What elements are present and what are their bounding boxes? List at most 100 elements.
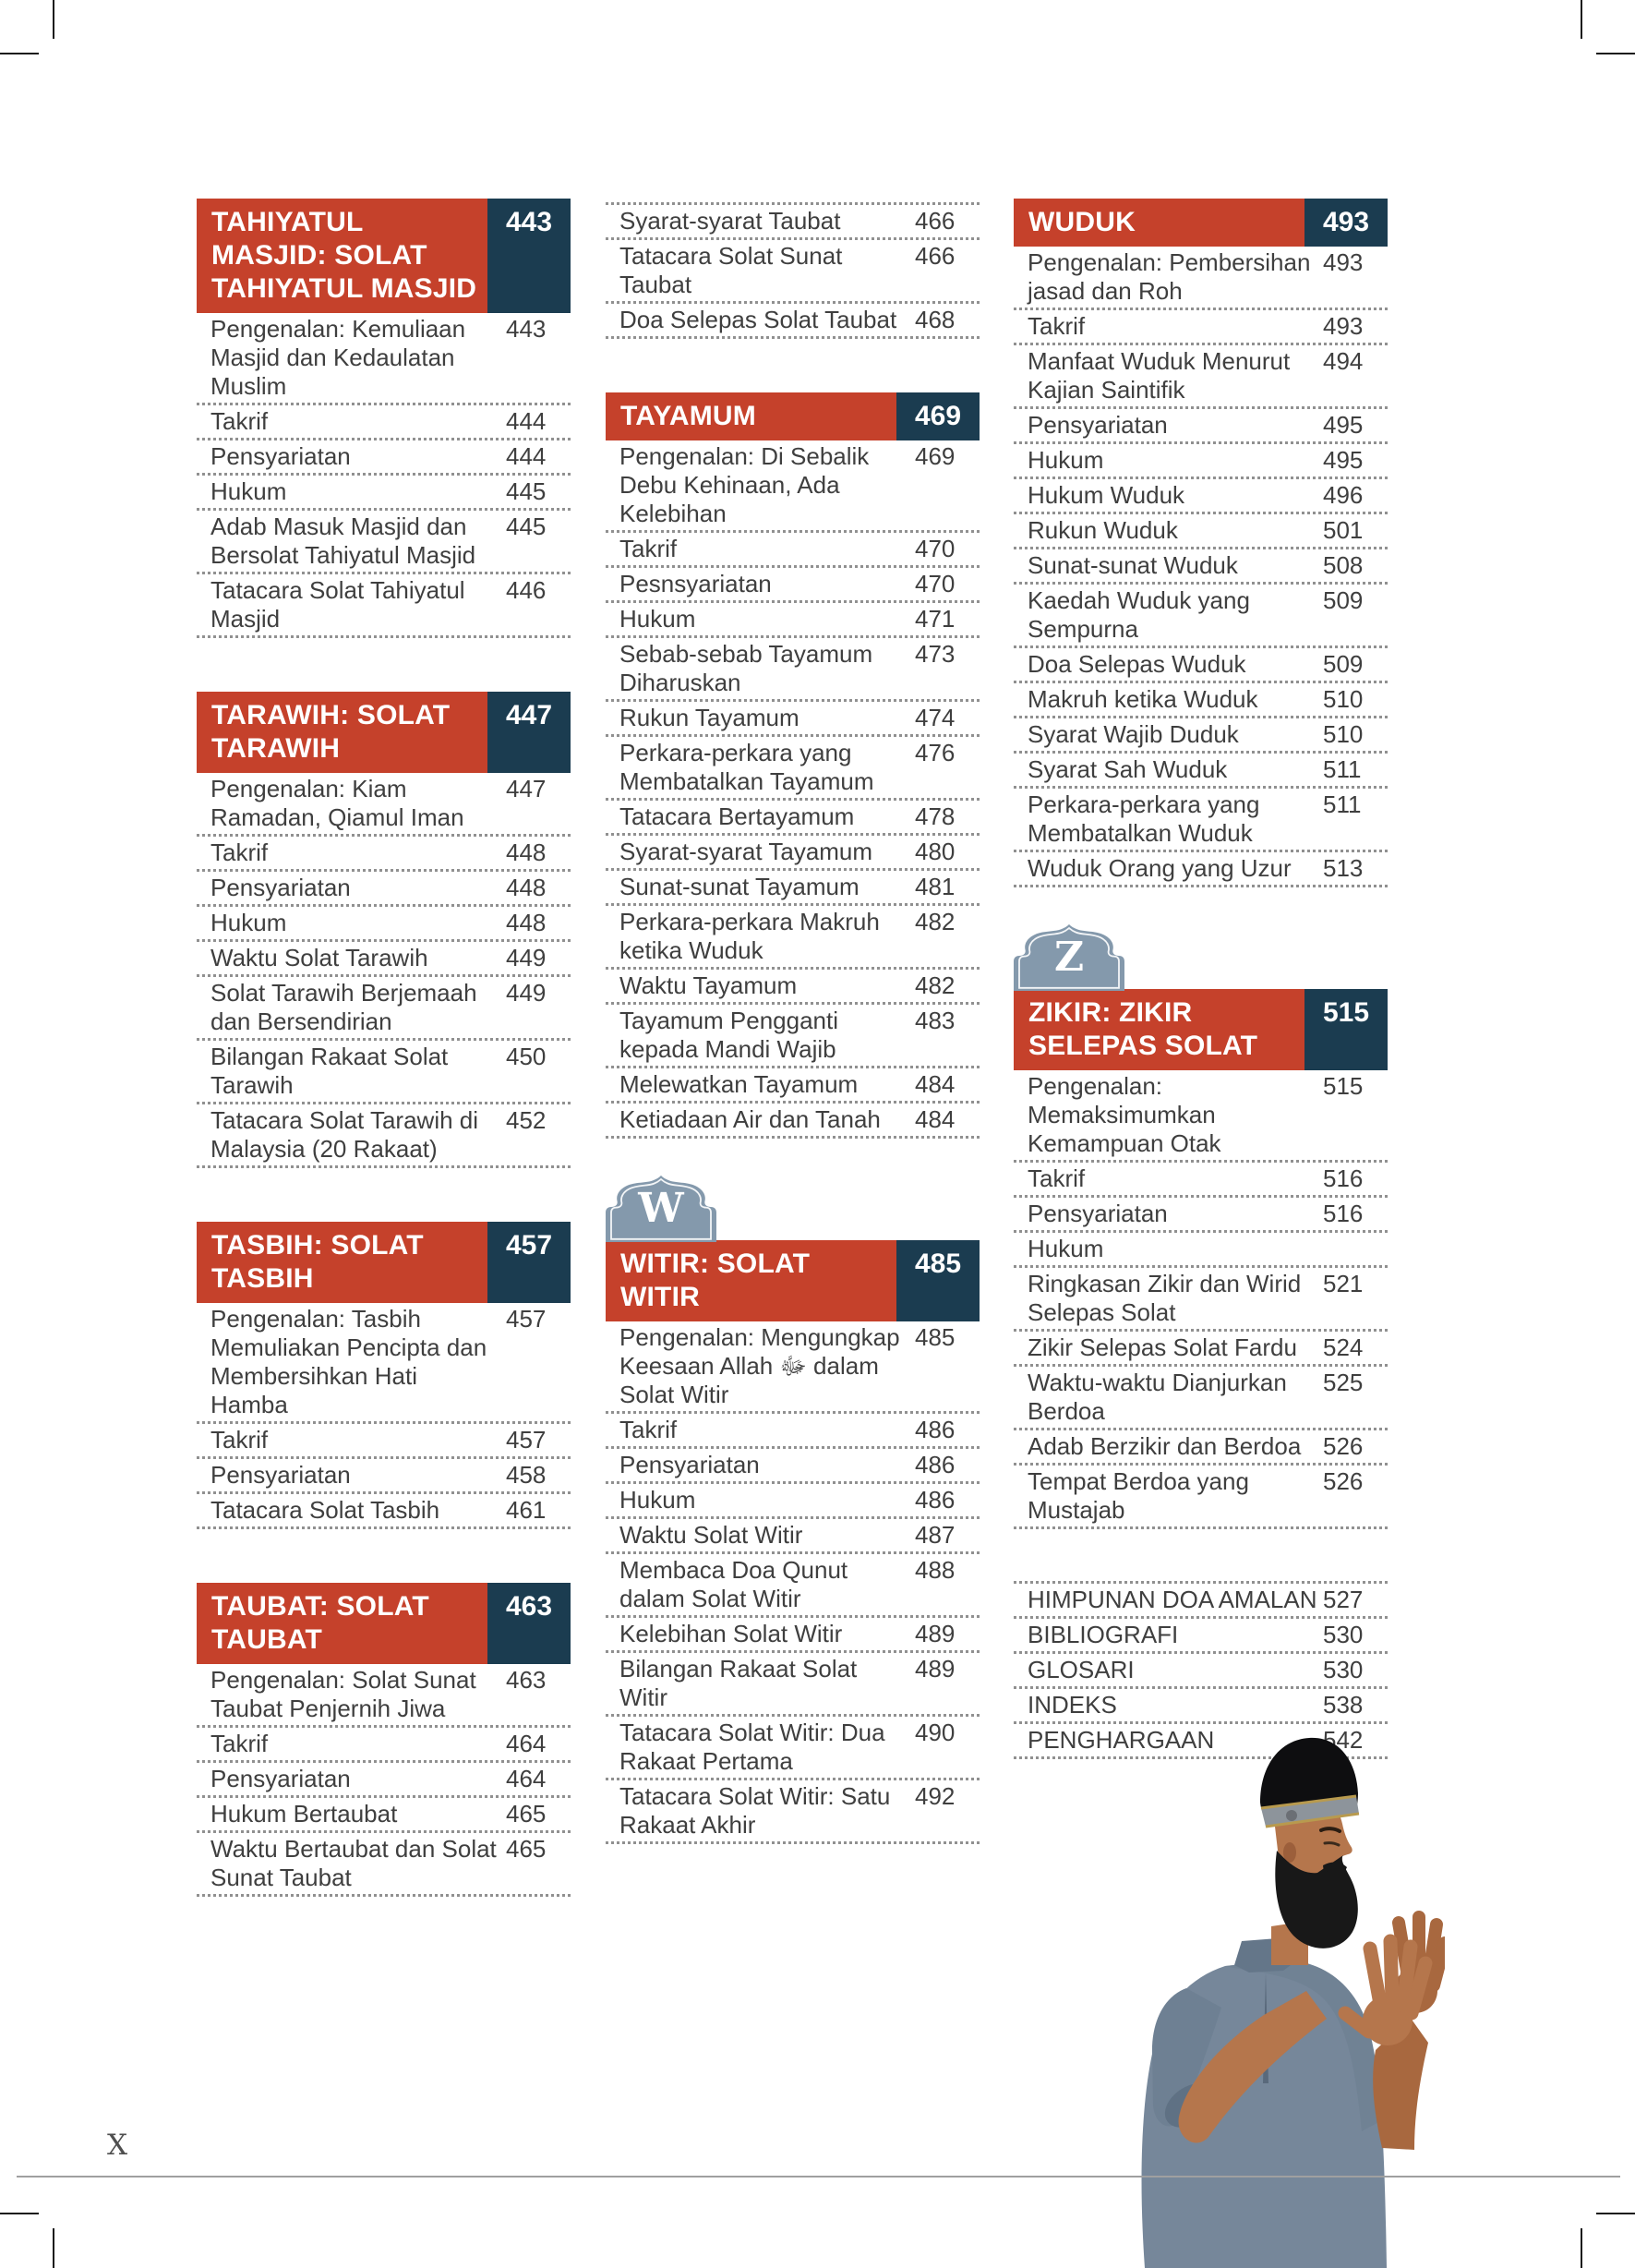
toc-section: TAUBAT: SOLAT TAUBAT 463 Pengenalan: Solat… — [197, 1583, 571, 1897]
toc-entry: Tatacara Solat Witir: Satu Rakaat Akhir 4… — [606, 1780, 980, 1844]
entry-title: Sunat-sunat Wuduk — [1028, 551, 1238, 579]
entry-page-number: 444 — [506, 407, 547, 435]
entry-title: Hukum — [1028, 1235, 1104, 1262]
entry-page-number: 526 — [1323, 1467, 1364, 1495]
toc-entry: Pensyariatan 464 — [197, 1763, 571, 1798]
toc-entry: HIMPUNAN DOA AMALAN 527 — [1014, 1584, 1388, 1619]
entry-page-number: 466 — [915, 242, 956, 270]
toc-entry: Pensyariatan 516 — [1014, 1198, 1388, 1233]
entry-page-number: 481 — [915, 873, 956, 900]
entry-title: Pengenalan: Pembersihan jasad dan Roh — [1028, 248, 1311, 305]
toc-entry: Waktu Solat Tarawih 449 — [197, 942, 571, 977]
entry-page-number: 492 — [915, 1782, 956, 1810]
entry-title: Manfaat Wuduk Menurut Kajian Saintifik — [1028, 347, 1291, 404]
toc-entry: Rukun Tayamum 474 — [606, 702, 980, 737]
entry-page-number: 448 — [506, 909, 547, 936]
entry-page-number: 465 — [506, 1800, 547, 1828]
toc-entry: Kelebihan Solat Witir 489 — [606, 1618, 980, 1653]
entry-page-number: 509 — [1323, 650, 1364, 678]
entry-page-number: 470 — [915, 535, 956, 562]
toc-entry: Takrif 516 — [1014, 1163, 1388, 1198]
entry-page-number: 489 — [915, 1620, 956, 1647]
entry-page-number: 466 — [915, 207, 956, 235]
toc-entry: Takrif 448 — [197, 837, 571, 872]
section-page-number: 457 — [487, 1222, 571, 1303]
toc-entry: Pengenalan: Solat Sunat Taubat Penjernih… — [197, 1664, 571, 1728]
entry-title: Waktu Bertaubat dan Solat Sunat Taubat — [210, 1835, 497, 1891]
toc-entry: Bilangan Rakaat Solat Witir 489 — [606, 1653, 980, 1717]
entry-page-number: 525 — [1323, 1369, 1364, 1396]
entry-page-number: 443 — [506, 315, 547, 343]
entry-title: Pesnsyariatan — [619, 570, 772, 597]
section-page-number: 447 — [487, 692, 571, 773]
entry-title: Sunat-sunat Tayamum — [619, 873, 860, 900]
toc-entry: Perkara-perkara yang Membatalkan Tayamum… — [606, 737, 980, 801]
section-header: TAYAMUM 469 — [606, 392, 980, 440]
entry-page-number: 530 — [1323, 1656, 1364, 1683]
crop-mark-top-left-v — [53, 0, 54, 39]
toc-entry-list: Pengenalan: Memaksimumkan Kemampuan Otak… — [1014, 1070, 1388, 1529]
section-page-number: 463 — [487, 1583, 571, 1664]
entry-page-number: 488 — [915, 1556, 956, 1584]
toc-entry: Adab Berzikir dan Berdoa 526 — [1014, 1430, 1388, 1466]
toc-entry: Makruh ketika Wuduk 510 — [1014, 683, 1388, 718]
entry-title: HIMPUNAN DOA AMALAN — [1028, 1586, 1317, 1613]
toc-entry: Tatacara Solat Witir: Dua Rakaat Pertama… — [606, 1717, 980, 1780]
toc-entry: Kaedah Wuduk yang Sempurna 509 — [1014, 585, 1388, 648]
entry-title: Membaca Doa Qunut dalam Solat Witir — [619, 1556, 848, 1612]
entry-title: Rukun Tayamum — [619, 704, 799, 731]
badge-letter: W — [638, 1185, 684, 1232]
section-header: TARAWIH: SOLAT TARAWIH 447 — [197, 692, 571, 773]
entry-title: Waktu Solat Witir — [619, 1521, 803, 1549]
toc-entry: Pengenalan: Pembersihan jasad dan Roh 493 — [1014, 247, 1388, 310]
toc-entry: Takrif 486 — [606, 1414, 980, 1449]
entry-page-number: 478 — [915, 802, 956, 830]
toc-section: WUDUK 493 Pengenalan: Pembersihan jasad da… — [1014, 199, 1388, 887]
toc-entry: Waktu Bertaubat dan Solat Sunat Taubat 46… — [197, 1833, 571, 1897]
toc-entry: INDEKS 538 — [1014, 1689, 1388, 1724]
entry-title: Tayamum Pengganti kepada Mandi Wajib — [619, 1007, 839, 1063]
toc-entry: Hukum 471 — [606, 603, 980, 638]
toc-entry: Pensyariatan 486 — [606, 1449, 980, 1484]
toc-entry: Sunat-sunat Wuduk 508 — [1014, 549, 1388, 585]
entry-title: Syarat Sah Wuduk — [1028, 755, 1228, 783]
toc-section: HIMPUNAN DOA AMALAN 527 BIBLIOGRAFI 530 GLOS… — [1014, 1581, 1388, 1759]
entry-title: Pensyariatan — [619, 1451, 760, 1478]
toc-entry: Pensyariatan 448 — [197, 872, 571, 907]
crop-mark-top-right-h — [1596, 53, 1635, 54]
entry-title: Hukum — [210, 477, 287, 505]
toc-entry: Pensyariatan 495 — [1014, 409, 1388, 444]
entry-title: Adab Berzikir dan Berdoa — [1028, 1432, 1302, 1460]
toc-entry-list: Pengenalan: Tasbih Memuliakan Pencipta d… — [197, 1303, 571, 1529]
entry-title: Takrif — [210, 407, 269, 435]
entry-page-number: 471 — [915, 605, 956, 633]
entry-page-number: 457 — [506, 1305, 547, 1333]
toc-entry: Tatacara Bertayamum 478 — [606, 801, 980, 836]
entry-page-number: 448 — [506, 838, 547, 866]
toc-entry: Tatacara Solat Tasbih 461 — [197, 1494, 571, 1529]
toc-entry: Melewatkan Tayamum 484 — [606, 1068, 980, 1104]
entry-title: PENGHARGAAN — [1028, 1726, 1215, 1754]
toc-entry: Hukum 495 — [1014, 444, 1388, 479]
entry-title: Syarat-syarat Tayamum — [619, 838, 873, 865]
section-header: TAUBAT: SOLAT TAUBAT 463 — [197, 1583, 571, 1664]
toc-section: Z ZIKIR: ZIKIR SELEPAS SOLAT 515 Pengenalan… — [1014, 924, 1388, 1529]
toc-entry: BIBLIOGRAFI 530 — [1014, 1619, 1388, 1654]
toc-entry: Takrif 493 — [1014, 310, 1388, 345]
toc-entry: Hukum 486 — [606, 1484, 980, 1519]
entry-page-number: 464 — [506, 1730, 547, 1757]
toc-entry: Takrif 457 — [197, 1424, 571, 1459]
entry-title: Bilangan Rakaat Solat Tarawih — [210, 1043, 449, 1099]
section-page-number: 485 — [896, 1240, 980, 1321]
entry-page-number: 484 — [915, 1105, 956, 1133]
toc-entry: Hukum 445 — [197, 476, 571, 511]
toc-entry: Membaca Doa Qunut dalam Solat Witir 488 — [606, 1554, 980, 1618]
entry-title: Hukum Wuduk — [1028, 481, 1185, 509]
entry-page-number: 461 — [506, 1496, 547, 1524]
crop-mark-top-left-h — [0, 53, 39, 54]
entry-title: Syarat Wajib Duduk — [1028, 720, 1239, 748]
toc-entry: Doa Selepas Solat Taubat 468 — [606, 304, 980, 339]
toc-entry: Pensyariatan 444 — [197, 440, 571, 476]
entry-page-number: 487 — [915, 1521, 956, 1549]
entry-title: Zikir Selepas Solat Fardu — [1028, 1333, 1297, 1361]
